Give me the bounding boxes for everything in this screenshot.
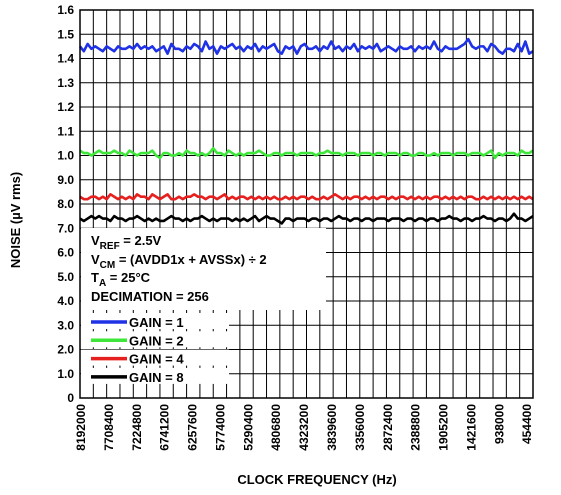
x-tick-label: 7708400: [102, 404, 116, 451]
x-tick-labels: 8192000 7708400 7224800 6741200 6257600 57740…: [74, 404, 534, 451]
x-tick-label: 938000: [492, 404, 506, 444]
y-tick-label: 0: [67, 391, 74, 405]
x-axis-label: CLOCK FREQUENCY (Hz): [237, 472, 396, 487]
legend-label: GAIN = 4: [129, 352, 184, 367]
y-tick-label: 9.0: [57, 173, 74, 187]
legend-backdrop: [81, 313, 229, 329]
x-tick-label: 5290400: [241, 404, 255, 451]
x-tick-label: 454400: [520, 404, 534, 444]
y-tick-label: 2.0: [57, 343, 74, 357]
legend-backdrop: [81, 367, 229, 384]
x-tick-label: 1905200: [437, 404, 451, 451]
x-tick-label: 8192000: [74, 404, 88, 451]
annotation-ta: TA = 25°C: [91, 270, 151, 289]
annotation-vcm: VCM = (AVDD1x + AVSSx) ÷ 2: [91, 252, 267, 271]
series-line-1: [78, 37, 534, 55]
x-tick-label: 5774000: [213, 404, 227, 451]
legend-label: GAIN = 8: [129, 370, 184, 385]
y-tick-label: 1.1: [57, 124, 74, 138]
series-line-2: [79, 146, 534, 160]
y-tick-label: 1.2: [57, 100, 74, 114]
x-tick-label: 6257600: [186, 404, 200, 451]
x-tick-label: 4323200: [297, 404, 311, 451]
legend: GAIN = 1 GAIN = 2 GAIN = 4 GAIN = 8: [81, 313, 229, 385]
x-tick-label: 7224800: [130, 404, 144, 451]
y-tick-label: 7.0: [57, 221, 74, 235]
x-tick-label: 3356000: [353, 404, 367, 451]
x-tick-label: 2388800: [409, 404, 423, 451]
y-tick-labels: 0 1.0 2.0 3.0 4.0 5.0 6.0 7.0 8.0 9.0 1.0 1.1 1.2 1.3…: [57, 3, 74, 405]
legend-backdrop: [81, 331, 229, 348]
x-tick-label: 2872400: [381, 404, 395, 451]
y-tick-label: 1.3: [57, 76, 74, 90]
y-tick-label: 3.0: [57, 318, 74, 332]
legend-label: GAIN = 2: [129, 333, 184, 348]
y-tick-label: 5.0: [57, 270, 74, 284]
plot-frame: [79, 9, 534, 399]
x-tick-label: 4806800: [269, 404, 283, 451]
legend-label: GAIN = 1: [129, 315, 184, 330]
series-line-4: [79, 212, 534, 225]
annotation-vref: VREF = 2.5V: [91, 233, 162, 252]
y-tick-label: 1.0: [57, 149, 74, 163]
x-tick-label: 1421600: [464, 404, 478, 451]
y-tick-label: 8.0: [57, 197, 74, 211]
x-tick-label: 3839600: [325, 404, 339, 451]
y-tick-label: 6.0: [57, 246, 74, 260]
series-lines: [78, 37, 534, 225]
x-tick-label: 6741200: [158, 404, 172, 451]
legend-backdrop: [81, 349, 229, 366]
annotation-box: [81, 228, 326, 310]
y-axis-label: NOISE (µV rms): [8, 172, 23, 268]
y-tick-label: 1.6: [57, 3, 74, 17]
y-tick-label: 4.0: [57, 294, 74, 308]
y-tick-label: 1.4: [57, 52, 74, 66]
y-tick-label: 1.0: [57, 367, 74, 381]
y-tick-label: 1.5: [57, 27, 74, 41]
series-line-3: [79, 193, 534, 201]
annotation-decimation: DECIMATION = 256: [91, 289, 209, 304]
